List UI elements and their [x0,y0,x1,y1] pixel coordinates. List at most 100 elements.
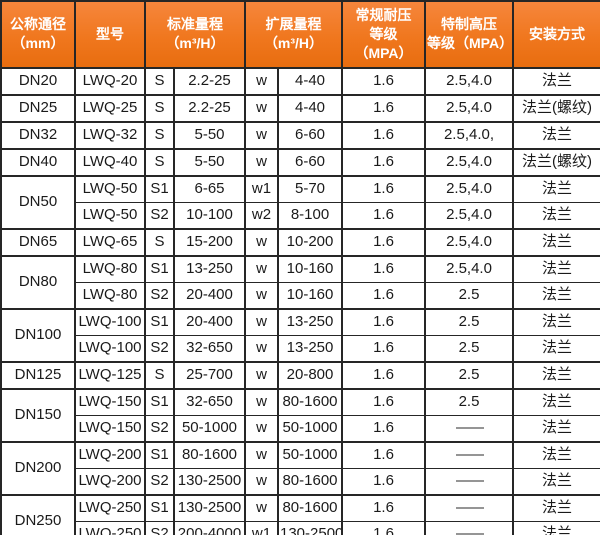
install-method-cell: 法兰 [512,520,600,535]
normal-pressure-cell: 1.6 [341,201,426,230]
install-method-cell: 法兰 [512,307,600,336]
standard-range-code-cell: S [144,227,175,257]
normal-pressure-cell: 1.6 [341,174,426,203]
standard-range-code-cell: S2 [144,520,175,535]
model-cell: LWQ-150 [74,414,146,443]
standard-range-code-cell: S [144,66,175,96]
model-cell: LWQ-50 [74,201,146,230]
table-row: DN150 LWQ-150 S1 32-650 w 80-1600 1.6 2.5 法兰 [0,387,600,443]
nominal-diameter-cell: DN50 [0,174,76,230]
standard-range-code-cell: S [144,120,175,150]
extended-range-code-cell: w [244,467,279,496]
standard-range-code-cell: S2 [144,201,175,230]
extended-range-cell: 10-160 [277,281,343,310]
column-header-ext-range: 扩展量程 （m³/H） [244,0,343,69]
normal-pressure-cell: 1.6 [341,440,426,469]
extended-range-code-cell: w [244,387,279,416]
install-method-cell: 法兰 [512,334,600,363]
standard-range-cell: 15-200 [173,227,246,257]
standard-range-code-cell: S1 [144,174,175,203]
normal-pressure-cell: 1.6 [341,227,426,257]
column-header-dn: 公称通径 （mm） [0,0,76,69]
standard-range-cell: 20-400 [173,307,246,336]
extended-range-code-cell: w [244,414,279,443]
normal-pressure-cell: 1.6 [341,520,426,535]
standard-range-cell: 13-250 [173,254,246,283]
extended-range-cell: 50-1000 [277,414,343,443]
model-cell: LWQ-65 [74,227,146,257]
install-method-cell: 法兰 [512,360,600,390]
nominal-diameter-cell: DN250 [0,493,76,535]
extended-range-cell: 13-250 [277,307,343,336]
extended-range-code-cell: w [244,227,279,257]
standard-range-cell: 32-650 [173,387,246,416]
extended-range-code-cell: w1 [244,174,279,203]
table-row: LWQ-50 S2 10-100 w2 8-100 1.6 2.5,4.0 法兰 [1,201,600,230]
normal-pressure-cell: 1.6 [341,66,426,96]
extended-range-code-cell: w [244,334,279,363]
nominal-diameter-cell: DN80 [0,254,76,310]
table-row: LWQ-100 S2 32-650 w 13-250 1.6 2.5 法兰 [1,334,600,363]
standard-range-code-cell: S2 [144,467,175,496]
model-cell: LWQ-25 [74,93,146,123]
normal-pressure-cell: 1.6 [341,307,426,336]
column-header-high-mpa: 特制高压 等级（MPA） [424,0,514,69]
standard-range-code-cell: S [144,360,175,390]
table-row: LWQ-150 S2 50-1000 w 50-1000 1.6 —— 法兰 [1,414,600,443]
normal-pressure-cell: 1.6 [341,467,426,496]
spec-table-body: DN20 LWQ-20 S 2.2-25 w 4-40 1.6 2.5,4.0 法兰 DN25 LW… [0,66,600,535]
standard-range-cell: 130-2500 [173,493,246,522]
table-row: DN32 LWQ-32 S 5-50 w 6-60 1.6 2.5,4.0, 法兰 [0,120,600,150]
table-row: DN250 LWQ-250 S1 130-2500 w 80-1600 1.6 —— 法兰 [0,493,600,535]
extended-range-code-cell: w [244,120,279,150]
extended-range-cell: 13-250 [277,334,343,363]
column-header-normal-mpa: 常规耐压 等级（MPA） [341,0,426,69]
table-row: DN65 LWQ-65 S 15-200 w 10-200 1.6 2.5,4.0 法兰 [0,227,600,257]
nominal-diameter-cell: DN20 [0,66,76,96]
extended-range-code-cell: w [244,93,279,123]
model-cell: LWQ-150 [74,387,146,416]
install-method-cell: 法兰 [512,66,600,96]
install-method-cell: 法兰 [512,227,600,257]
high-pressure-cell: —— [424,493,514,522]
high-pressure-cell: 2.5,4.0 [424,227,514,257]
table-row: DN125 LWQ-125 S 25-700 w 20-800 1.6 2.5 法兰 [0,360,600,390]
table-row: DN50 LWQ-50 S1 6-65 w1 5-70 1.6 2.5,4.0 法兰 [0,174,600,230]
install-method-cell: 法兰 [512,467,600,496]
model-cell: LWQ-20 [74,66,146,96]
table-row: DN20 LWQ-20 S 2.2-25 w 4-40 1.6 2.5,4.0 法兰 [0,66,600,96]
spec-table-header: 公称通径 （mm） 型号 标准量程 （m³/H） 扩展量程 （m³/H） 常规耐压 等级… [0,0,600,69]
high-pressure-cell: 2.5,4.0, [424,120,514,150]
high-pressure-cell: —— [424,467,514,496]
extended-range-cell: 6-60 [277,120,343,150]
high-pressure-cell: 2.5 [424,307,514,336]
standard-range-cell: 5-50 [173,120,246,150]
model-cell: LWQ-100 [74,334,146,363]
nominal-diameter-cell: DN200 [0,440,76,496]
nominal-diameter-cell: DN32 [0,120,76,150]
extended-range-code-cell: w [244,281,279,310]
model-cell: LWQ-250 [74,493,146,522]
normal-pressure-cell: 1.6 [341,120,426,150]
table-row: DN40 LWQ-40 S 5-50 w 6-60 1.6 2.5,4.0 法兰(螺纹) [0,147,600,177]
table-row: LWQ-200 S2 130-2500 w 80-1600 1.6 —— 法兰 [1,467,600,496]
standard-range-cell: 25-700 [173,360,246,390]
install-method-cell: 法兰 [512,201,600,230]
model-cell: LWQ-50 [74,174,146,203]
extended-range-cell: 10-160 [277,254,343,283]
column-header-install: 安装方式 [512,0,600,69]
extended-range-cell: 50-1000 [277,440,343,469]
standard-range-cell: 32-650 [173,334,246,363]
nominal-diameter-cell: DN125 [0,360,76,390]
install-method-cell: 法兰 [512,414,600,443]
extended-range-cell: 5-70 [277,174,343,203]
standard-range-cell: 130-2500 [173,467,246,496]
high-pressure-cell: 2.5,4.0 [424,201,514,230]
normal-pressure-cell: 1.6 [341,387,426,416]
install-method-cell: 法兰 [512,387,600,416]
extended-range-code-cell: w [244,493,279,522]
high-pressure-cell: —— [424,520,514,535]
table-row: DN80 LWQ-80 S1 13-250 w 10-160 1.6 2.5,4.0 法兰 [0,254,600,310]
extended-range-cell: 4-40 [277,93,343,123]
